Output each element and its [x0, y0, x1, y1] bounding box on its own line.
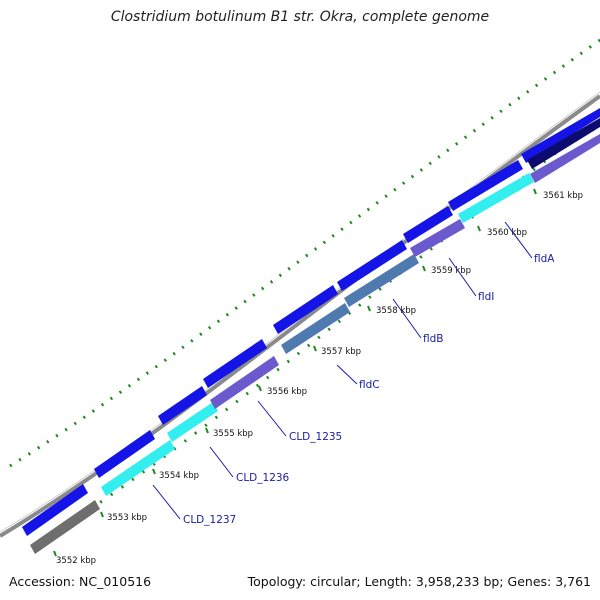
gene-feature[interactable]	[521, 108, 600, 163]
reverse-strand-genes	[30, 118, 600, 554]
gene-label[interactable]: fldB	[423, 333, 443, 345]
gene-feature[interactable]	[94, 430, 155, 478]
tick-mark	[422, 265, 426, 272]
gene-label-leader	[504, 221, 533, 259]
gene-feature[interactable]	[448, 160, 523, 211]
gene-label[interactable]: fldI	[478, 291, 494, 303]
gene-label-leader	[152, 484, 181, 520]
gene-label[interactable]: CLD_1236	[236, 472, 290, 484]
map-title: Clostridium botulinum B1 str. Okra, comp…	[110, 9, 490, 25]
gene-feature[interactable]	[403, 206, 453, 243]
gc-content-track-outer	[9, 38, 600, 468]
gene-feature-CLD_1235[interactable]	[210, 356, 279, 409]
tick-label: 3556 kbp	[267, 387, 307, 397]
gene-feature-CLD_1236-b[interactable]	[167, 402, 218, 442]
tick-label: 3557 kbp	[321, 347, 361, 357]
gene-label-leader	[257, 400, 287, 437]
gene-feature[interactable]	[22, 484, 88, 536]
tick-label: 3560 kbp	[487, 228, 527, 238]
gene-feature-fldB[interactable]	[344, 254, 419, 307]
tick-label: 3553 kbp	[107, 513, 147, 523]
gene-label[interactable]: fldA	[534, 253, 555, 265]
tick-mark	[367, 305, 371, 312]
gene-feature-dark[interactable]	[527, 118, 600, 169]
tick-mark	[205, 427, 209, 434]
gene-label-leader	[448, 257, 477, 297]
genome-stats-label: Topology: circular; Length: 3,958,233 bp…	[247, 574, 591, 589]
tick-mark	[313, 345, 317, 352]
gene-label[interactable]: fldC	[359, 379, 380, 391]
gene-feature-CLD_1236[interactable]	[101, 440, 175, 496]
gene-label-leader	[209, 446, 234, 478]
gene-feature-fldA[interactable]	[458, 173, 534, 223]
tick-mark	[53, 550, 57, 557]
gene-feature-fldC[interactable]	[281, 303, 350, 354]
genome-backbone-highlight	[0, 91, 600, 533]
tick-mark	[533, 188, 537, 195]
gene-feature-fldI[interactable]	[410, 219, 465, 257]
gene-label-leader	[336, 364, 358, 385]
tick-label: 3552 kbp	[56, 556, 96, 566]
tick-label: 3559 kbp	[431, 266, 471, 276]
kbp-ticks: 3552 kbp 3553 kbp 3554 kbp 3555 kbp 3556 kbp…	[53, 188, 583, 566]
tick-mark	[152, 468, 156, 475]
gene-feature[interactable]	[273, 285, 338, 334]
tick-mark	[477, 225, 481, 232]
gene-labels: CLD_1237 CLD_1236 CLD_1235 fldC fldB fldI fldA	[152, 221, 555, 526]
gene-label[interactable]: CLD_1235	[289, 431, 342, 443]
gene-label-leader	[392, 298, 422, 339]
tick-label: 3554 kbp	[159, 471, 199, 481]
forward-strand-genes	[22, 108, 600, 536]
gene-feature[interactable]	[158, 386, 207, 425]
tick-mark	[100, 511, 104, 518]
tick-mark	[258, 385, 262, 392]
gene-label[interactable]: CLD_1237	[183, 514, 236, 526]
gene-feature-purple[interactable]	[530, 134, 600, 183]
gene-feature-gray[interactable]	[30, 500, 100, 554]
accession-label: Accession: NC_010516	[9, 574, 152, 589]
tick-label: 3561 kbp	[543, 191, 583, 201]
genome-backbone	[0, 94, 600, 538]
tick-label: 3555 kbp	[213, 429, 253, 439]
gene-feature[interactable]	[203, 339, 267, 388]
tick-label: 3558 kbp	[376, 306, 416, 316]
gene-feature[interactable]	[337, 240, 407, 291]
